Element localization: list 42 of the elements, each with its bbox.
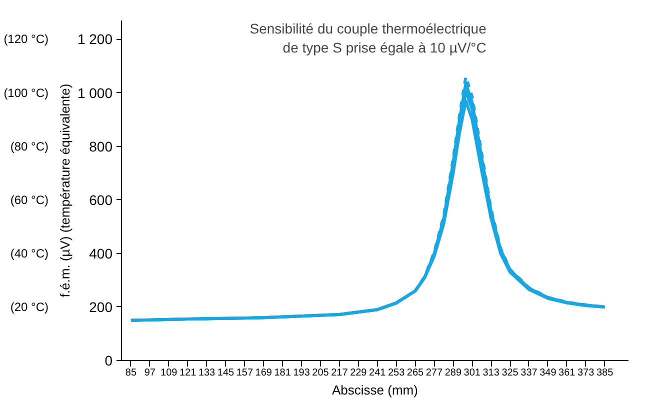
x-tick-label: 349 <box>540 368 557 378</box>
x-tick-label: 193 <box>293 368 310 378</box>
x-tick-label: 217 <box>331 368 348 378</box>
x-tick-label: 157 <box>236 368 254 378</box>
y-tick-label: 1 200 <box>77 31 113 48</box>
x-tick-label: 337 <box>520 368 538 378</box>
y-tick-label: 0 <box>104 352 113 368</box>
x-tick-label: 145 <box>217 368 235 378</box>
x-tick-label: 277 <box>426 368 444 378</box>
x-tick-label: 205 <box>312 368 330 378</box>
y-tick-label: 800 <box>89 138 113 154</box>
y-tick-label: 400 <box>89 245 113 262</box>
x-tick-label: 313 <box>482 368 500 378</box>
x-tick-label: 133 <box>198 368 216 378</box>
annotation: Sensibilité du couple thermoélectrique de type S prise égale à 10 µV/°C <box>250 20 487 56</box>
x-tick-label: 373 <box>578 368 595 378</box>
x-tick-label: 97 <box>144 368 156 378</box>
x-tick-label: 253 <box>388 368 406 378</box>
x-tick-label: 301 <box>464 368 481 378</box>
x-tick-label: 121 <box>179 368 197 378</box>
y2-tick-label: (20 °C) <box>10 300 49 314</box>
y-tick-label: 200 <box>89 298 113 315</box>
x-tick-label: 181 <box>274 368 292 378</box>
x-tick-label: 85 <box>125 368 137 378</box>
y2-tick-label: (120 °C) <box>4 32 49 46</box>
y2-tick-label: (60 °C) <box>10 192 49 207</box>
x-tick-label: 325 <box>502 368 519 378</box>
y-tick-label: 1 000 <box>77 84 113 101</box>
x-axis-title: Abscisse (mm) <box>332 382 418 398</box>
x-tick-label: 265 <box>406 368 424 378</box>
y2-tick-label: (80 °C) <box>10 139 49 154</box>
x-tick-label: 361 <box>558 368 576 378</box>
y2-tick-label: (100 °C) <box>4 86 49 100</box>
x-tick-label: 109 <box>160 368 178 378</box>
x-tick-label: 385 <box>596 368 614 378</box>
x-tick-label: 229 <box>350 368 368 378</box>
x-tick-label: 169 <box>255 368 272 378</box>
y-axis-title: f.é.m. (µV) (température équivalente) <box>57 84 72 298</box>
x-tick-label: 289 <box>444 368 462 378</box>
y-tick-label: 600 <box>89 192 113 208</box>
y2-tick-label: (40 °C) <box>10 246 49 260</box>
x-tick-label: 241 <box>369 368 386 378</box>
